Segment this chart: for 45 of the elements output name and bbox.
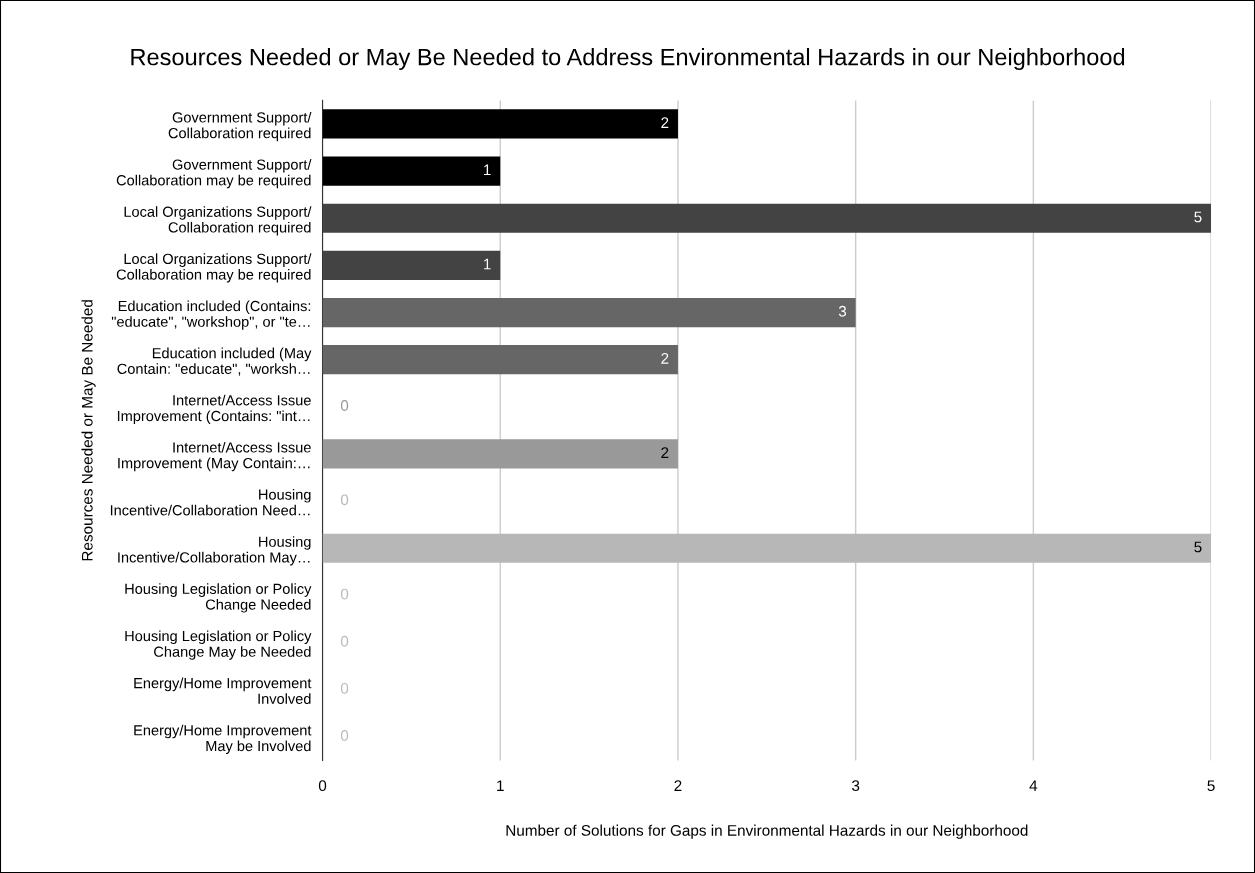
- bar: [322, 297, 856, 328]
- y-tick-label: Education included (Contains: "educate", "workshop", or "te…: [111, 300, 311, 330]
- chart-title: Resources Needed or May Be Needed to Address Environmental Hazards in our Neighborhood: [131, 48, 1125, 71]
- x-tick-label: 4: [1029, 780, 1038, 791]
- y-tick-label: Government Support/ Collaboration required: [168, 111, 312, 142]
- y-tick-label: Government Support/ Collaboration may be required: [116, 159, 312, 189]
- x-tick-label: 5: [1207, 780, 1215, 792]
- data-label: 3: [838, 305, 847, 317]
- y-tick-label: Housing Legislation or Policy Change Needed: [125, 583, 312, 613]
- data-label: 0: [340, 682, 349, 694]
- data-label: 0: [340, 400, 349, 411]
- data-label: 0: [340, 494, 349, 506]
- x-tick-label: 3: [851, 780, 860, 792]
- bar: [322, 250, 501, 281]
- x-tick-label: 2: [674, 780, 682, 791]
- y-tick-label: Internet/Access Issue Improvement (Contains: "int…: [117, 394, 311, 425]
- data-label: 0: [340, 588, 349, 600]
- data-label: 5: [1194, 541, 1202, 553]
- data-label: 2: [661, 352, 669, 364]
- y-tick-label: Energy/Home Improvement Involved: [134, 677, 312, 705]
- bar: [322, 203, 1212, 233]
- y-tick-label: Housing Legislation or Policy Change May be Needed: [125, 630, 312, 660]
- bar: [322, 345, 678, 375]
- data-label: 0: [340, 635, 349, 647]
- y-tick-label: Local Organizations Support/ Collaboration required: [124, 206, 312, 236]
- y-tick-label: Local Organizations Support/ Collaboration may be required: [116, 253, 312, 283]
- y-axis-title: Resources Needed or May Be Needed: [81, 300, 96, 561]
- data-label: 5: [1194, 211, 1202, 223]
- y-tick-label: Education included (May Contain: "educate", "worksh…: [117, 347, 312, 376]
- x-tick-label: 1: [497, 780, 504, 791]
- data-label: 1: [484, 258, 491, 270]
- x-tick-label: 0: [318, 780, 327, 792]
- y-tick-label: Housing Incentive/Collaboration Need…: [110, 489, 311, 516]
- x-axis-title: Number of Solutions for Gaps in Environmental Hazards in our Neighborhood: [506, 824, 1028, 839]
- bar: [322, 439, 678, 469]
- bar: [322, 533, 1212, 563]
- y-tick-label: Energy/Home Improvement May be Involved: [134, 724, 312, 755]
- y-tick-label: Internet/Access Issue Improvement (May Contain:…: [118, 441, 311, 472]
- bar: [322, 109, 678, 139]
- y-tick-label: Housing Incentive/Collaboration May…: [118, 536, 311, 566]
- bar: [322, 156, 501, 186]
- data-label: 2: [661, 447, 669, 458]
- data-label: 2: [661, 117, 669, 128]
- data-label: 1: [484, 164, 491, 176]
- data-label: 0: [340, 730, 349, 741]
